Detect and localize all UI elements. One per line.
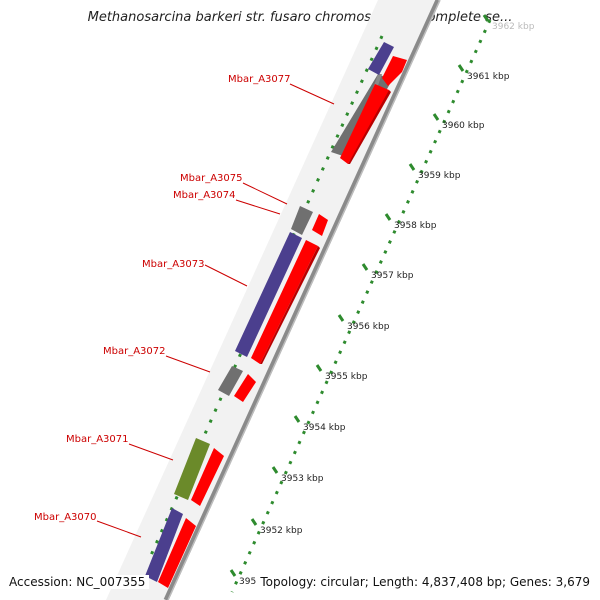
scale-tick-mark: [315, 364, 323, 372]
backbone-line: [163, 0, 441, 600]
scale-tick-label: 3955 kbp: [325, 372, 368, 382]
scale-tick-label: 3953 kbp: [281, 474, 324, 484]
gene-label[interactable]: Mbar_A3072: [103, 346, 166, 357]
cds-arrow[interactable]: [312, 214, 328, 236]
scale-tick-label: 3962 kbp: [492, 22, 535, 32]
gene-label[interactable]: Mbar_A3074: [173, 190, 236, 201]
gene-top-purple[interactable]: [368, 42, 394, 75]
gene-label-leader: [204, 264, 248, 287]
scale-tick-label: 3959 kbp: [418, 171, 461, 181]
gene-label-leader: [289, 83, 335, 105]
scale-tick-label: 3952 kbp: [260, 526, 303, 536]
accession-text: Accession: NC_007355: [9, 575, 150, 589]
gene-label[interactable]: Mbar_A3071: [66, 434, 129, 445]
scale-tick-mark: [250, 518, 258, 526]
cds-arrow[interactable]: [340, 84, 391, 164]
scale-tick-mark: [361, 263, 369, 271]
scale-tick-mark: [384, 213, 392, 221]
gene-label[interactable]: Mbar_A3077: [228, 74, 291, 85]
gene-mbar-a3073[interactable]: [235, 232, 302, 357]
cds-arrow[interactable]: [234, 374, 256, 402]
scale-tick-label: 3958 kbp: [394, 221, 437, 231]
scale-tick-mark: [408, 163, 416, 171]
gene-label[interactable]: Mbar_A3073: [142, 259, 205, 270]
scale-tick-mark: [271, 466, 279, 474]
cds-arrow[interactable]: [382, 56, 407, 86]
scale-tick-label: 3956 kbp: [347, 322, 390, 332]
scale-tick-mark: [457, 64, 465, 72]
summary-text: Topology: circular; Length: 4,837,408 bp…: [256, 575, 590, 589]
gene-mbar-a3070[interactable]: [145, 508, 183, 582]
gene-mbar-a3071[interactable]: [174, 438, 210, 500]
scale-tick-mark: [482, 14, 490, 22]
scale-tick-mark: [337, 314, 345, 322]
scale-tick-mark: [229, 569, 237, 577]
scale-tick-mark: [432, 113, 440, 121]
gene-label-leader: [242, 182, 288, 205]
scale-tick-label: 3951: [239, 577, 262, 587]
scale-tick-label: 3960 kbp: [442, 121, 485, 131]
scale-tick-mark: [293, 415, 301, 423]
cds-arrow[interactable]: [191, 448, 224, 506]
scale-tick-label: 3957 kbp: [371, 271, 414, 281]
gene-label-leader: [128, 443, 174, 461]
gene-mbar-a3072[interactable]: [218, 366, 243, 396]
gene-label-leader: [235, 199, 281, 215]
gene-label[interactable]: Mbar_A3075: [180, 173, 243, 184]
scale-tick-label: 3961 kbp: [467, 72, 510, 82]
gene-label-leader: [165, 355, 211, 373]
scale-tick-label: 3954 kbp: [303, 423, 346, 433]
gene-label[interactable]: Mbar_A3070: [34, 512, 97, 523]
gene-label-leader: [96, 520, 142, 538]
gene-mbar-a3074[interactable]: [291, 206, 313, 235]
cds-arrow[interactable]: [158, 518, 196, 588]
cds-arrow[interactable]: [251, 240, 320, 364]
